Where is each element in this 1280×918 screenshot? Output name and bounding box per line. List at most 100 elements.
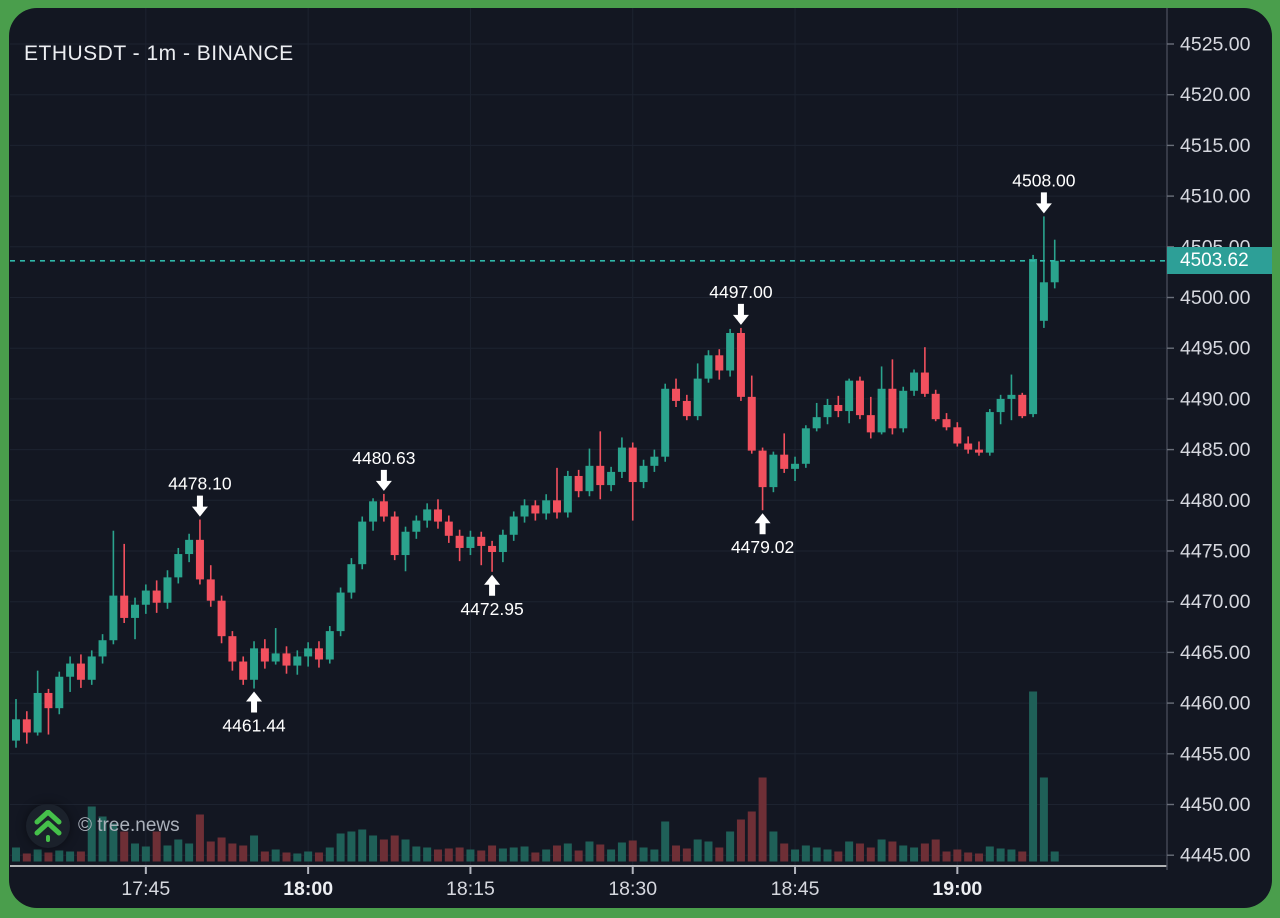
volume-bar-up xyxy=(185,843,194,862)
price-axis[interactable]: 4525.004520.004515.004510.004505.004500.… xyxy=(1167,34,1251,867)
candle-wick xyxy=(924,347,926,397)
volume-bar-down xyxy=(390,835,399,862)
tree-news-logo xyxy=(26,804,70,848)
candle-up xyxy=(985,412,994,453)
candle-up xyxy=(726,332,735,371)
candle-up xyxy=(271,653,280,662)
volume-bar-up xyxy=(1039,777,1048,862)
volume-bar-down xyxy=(866,847,875,862)
candle-wick xyxy=(783,433,786,473)
volume-bar-down xyxy=(282,852,291,862)
candle-up xyxy=(131,604,140,618)
candle-up xyxy=(498,534,507,553)
candle-down xyxy=(920,372,929,394)
candle-down xyxy=(715,355,724,371)
candle-down xyxy=(964,443,973,450)
volume-bar-up xyxy=(520,846,529,862)
annotation-price-label: 4480.63 xyxy=(352,448,415,468)
volume-bar-down xyxy=(531,852,540,862)
volume-bar-down xyxy=(888,841,897,862)
volume-bar-up xyxy=(661,821,670,862)
candle-down xyxy=(834,404,843,412)
price-tick-label: 4475.00 xyxy=(1180,541,1251,563)
last-price-tag: 4503.62 xyxy=(1167,247,1272,274)
volume-bar-down xyxy=(488,845,497,862)
volume-bar-up xyxy=(325,847,334,862)
volume-bar-down xyxy=(195,814,204,862)
candle-up xyxy=(109,595,118,641)
candle-down xyxy=(390,516,399,556)
volume-bar-down xyxy=(228,843,237,862)
volume-bar-up xyxy=(563,843,572,862)
volume-bar-up xyxy=(55,850,64,862)
volume-bar-down xyxy=(931,839,940,862)
candle-up xyxy=(563,475,572,513)
candle-up xyxy=(791,463,800,469)
price-tick-label: 4480.00 xyxy=(1180,490,1251,512)
volume-bar-down xyxy=(477,850,486,862)
price-tick-label: 4450.00 xyxy=(1180,794,1251,816)
annotation-arrow-up-icon xyxy=(246,691,263,713)
candle-wick xyxy=(599,431,602,500)
candle-up xyxy=(250,648,259,680)
candle-down xyxy=(942,419,951,428)
candle-up xyxy=(639,465,648,483)
volume-bar-down xyxy=(1018,851,1027,862)
candle-down xyxy=(682,400,691,417)
volume-bar-up xyxy=(801,845,810,862)
price-tick-label: 4460.00 xyxy=(1180,693,1251,715)
volume-bar-down xyxy=(206,841,215,862)
volume-bar-up xyxy=(250,835,259,862)
candle-up xyxy=(174,554,183,578)
volume-bar-down xyxy=(758,777,767,862)
candle-wick xyxy=(134,597,136,640)
volume-bar-down xyxy=(672,845,681,862)
volume-bar-up xyxy=(466,849,475,862)
candle-down xyxy=(574,475,583,492)
volume-bar-down xyxy=(22,853,31,862)
chart-panel xyxy=(9,8,1272,908)
candle-up xyxy=(369,501,378,522)
candle-down xyxy=(953,427,962,444)
candle-down xyxy=(596,465,605,486)
volume-bar-down xyxy=(920,843,929,862)
candle-down xyxy=(888,388,897,429)
candle-wick xyxy=(274,628,277,665)
candle-down xyxy=(477,536,486,546)
volume-bar-up xyxy=(607,849,616,862)
grid xyxy=(10,8,1167,866)
candle-down xyxy=(195,539,204,580)
candle-up xyxy=(141,590,150,605)
candle-down xyxy=(780,454,789,469)
volume-bar-up xyxy=(542,849,551,862)
time-axis[interactable]: 17:45 18:00 18:15 18:30 18:45 19:00 xyxy=(121,866,982,900)
volume-bar-up xyxy=(174,839,183,862)
candle-down xyxy=(228,636,237,662)
volume-bar-down xyxy=(855,843,864,862)
price-tick-label: 4445.00 xyxy=(1180,845,1251,867)
volume-bar-up xyxy=(769,831,778,862)
annotation-arrow-down-icon xyxy=(732,303,749,325)
volume-bar-up xyxy=(693,839,702,862)
candle-wick xyxy=(556,467,558,519)
candle-up xyxy=(801,428,810,464)
candle-up xyxy=(33,692,42,733)
candle-up xyxy=(87,656,96,680)
candle-down xyxy=(433,509,442,522)
candle-down xyxy=(314,648,323,660)
volume-bar-up xyxy=(358,829,367,862)
volume-bar-up xyxy=(899,845,908,862)
candle-up xyxy=(542,500,551,514)
candle-wick xyxy=(815,402,818,432)
volume-pane xyxy=(12,691,1059,862)
tree-double-chevron-up-icon xyxy=(34,810,62,842)
volume-bar-down xyxy=(314,852,323,862)
volume-bar-down xyxy=(379,839,388,862)
price-tick-label: 4470.00 xyxy=(1180,591,1251,613)
volume-bar-down xyxy=(44,852,53,862)
volume-bar-down xyxy=(964,852,973,862)
candle-down xyxy=(866,415,875,433)
volume-bar-up xyxy=(412,846,421,862)
